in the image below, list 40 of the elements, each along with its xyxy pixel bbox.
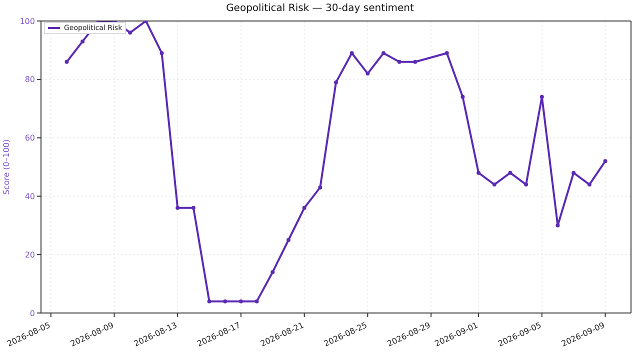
y-tick-label: 40 [24,192,35,202]
y-tick-label: 100 [20,16,35,26]
point [508,170,512,175]
point [80,39,85,44]
point [476,170,481,175]
y-tick-label: 60 [24,134,35,143]
y-tick-label: 20 [24,250,35,260]
point [238,299,243,304]
point [128,30,132,35]
y-axis-title: Score (0–100) [2,139,11,195]
point [460,94,465,99]
point [207,299,212,304]
point [413,60,418,64]
point [366,72,370,76]
point [492,182,496,187]
point [286,238,290,242]
point [556,223,560,228]
point [587,182,592,187]
point [270,270,275,274]
point [603,159,608,164]
point [444,51,449,56]
chart-title: Geopolitical Risk — 30-day sentiment [225,3,415,14]
point [350,51,354,56]
point [302,206,306,210]
point [397,60,402,64]
point [540,94,544,99]
point [382,51,386,56]
point [176,206,180,210]
point [191,206,196,210]
point [223,299,228,304]
point [318,185,322,190]
point [64,60,69,64]
y-tick-label: 0 [30,308,35,318]
point [524,182,528,187]
point [254,299,259,304]
point [334,80,338,84]
point [572,170,576,175]
point [160,51,164,56]
line-series [64,21,608,304]
y-tick-label: 80 [24,75,35,84]
